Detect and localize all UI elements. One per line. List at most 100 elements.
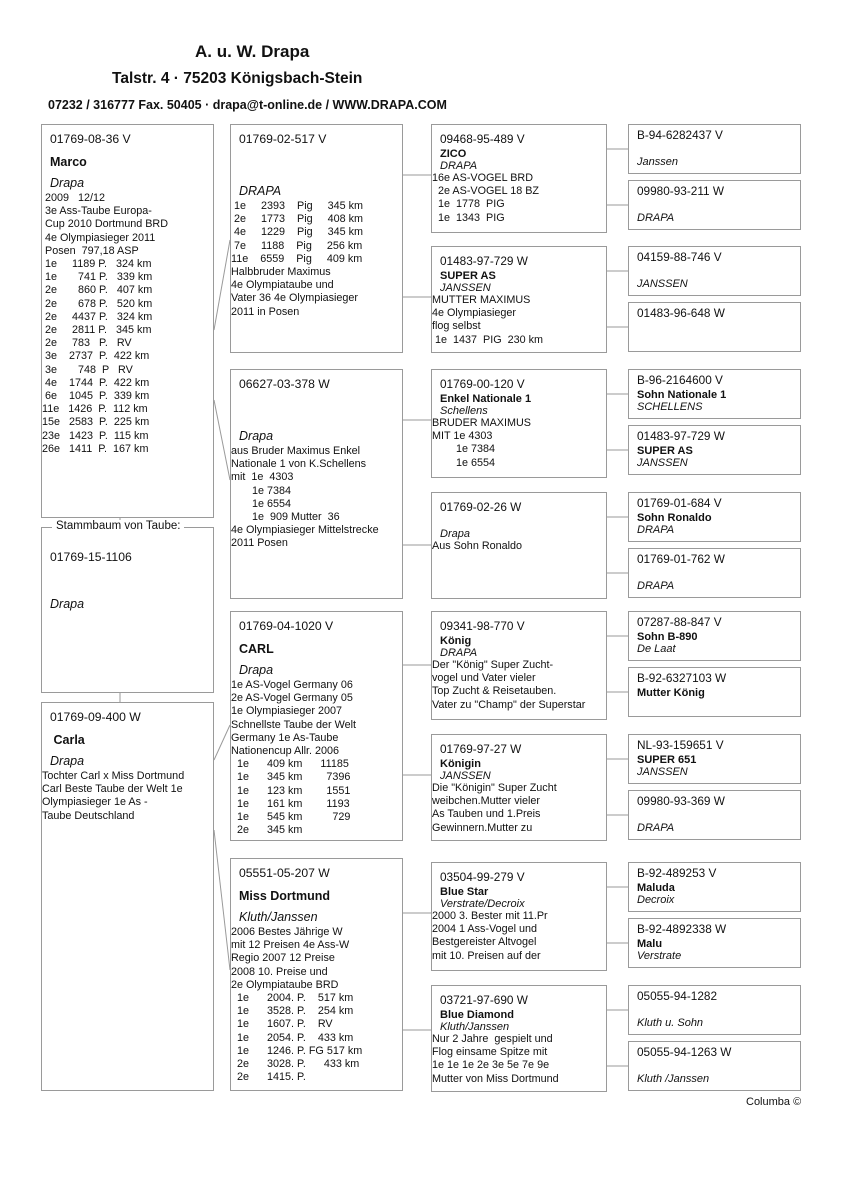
breeder-name: Drapa — [239, 663, 274, 677]
achievement-line: 2011 in Posen — [231, 305, 300, 318]
achievement-line: Nur 2 Jahre gespielt und — [432, 1033, 553, 1045]
pigeon-name: Blue Diamond — [440, 1009, 514, 1021]
pigeon-name: Miss Dortmund — [239, 889, 330, 903]
ring-number: B-94-6282437 V — [637, 128, 723, 142]
pigeon-name — [629, 1059, 800, 1073]
pigeon-name — [629, 320, 800, 334]
achievement-line: Cup 2010 Dortmund BRD — [42, 218, 169, 231]
achievement-line: 2e 3028. P. 433 km — [231, 1058, 360, 1071]
achievement-line: 7e 1188 Pig 256 km — [231, 239, 363, 252]
achievement-line: weibchen.Mutter vieler — [432, 795, 541, 808]
great-great-grandparent-box: 01769-01-684 V Sohn Ronaldo DRAPA — [628, 492, 801, 542]
breeder-name: JANSSEN — [637, 457, 688, 469]
great-great-grandparent-box: 09980-93-369 W DRAPA — [628, 790, 801, 840]
achievement-line: 1e 1189 P. 324 km — [42, 258, 152, 271]
achievement-line: 1e 909 Mutter 36 — [231, 511, 340, 524]
achievement-line: 4e Olympiasieger — [432, 307, 517, 320]
achievement-line: Tochter Carl x Miss Dortmund — [42, 770, 185, 782]
achievement-line: mit 1e 4303 — [231, 471, 294, 484]
pigeon-name — [231, 146, 402, 178]
connector-line — [213, 399, 231, 481]
breeder-name: Drapa — [239, 429, 274, 443]
dam-box: 01769-09-400 W Carla Drapa Tochter Carl x … — [41, 702, 214, 1091]
achievement-line: 11e 6559 Pig 409 km — [231, 252, 363, 265]
pigeon-name: Malu — [637, 938, 663, 950]
breeder-name: Kluth /Janssen — [637, 1073, 710, 1085]
great-great-grandparent-box: B-92-6327103 W Mutter König — [628, 667, 801, 717]
achievement-line: Posen 797,18 ASP — [42, 244, 139, 257]
achievement-line: 2e 860 P. 407 km — [42, 284, 153, 297]
connector-line — [213, 724, 231, 761]
achievement-line: flog selbst — [432, 320, 481, 333]
pigeon-name: Marco — [50, 155, 87, 169]
achievement-line: Nationale 1 von K.Schellens — [231, 458, 367, 471]
pigeon-name — [629, 142, 800, 156]
ring-number: 01769-02-517 V — [239, 132, 327, 146]
achievement-line: 1e 409 km 11185 — [231, 758, 349, 771]
achievement-line: Aus Sohn Ronaldo — [432, 540, 523, 552]
ring-number: 07287-88-847 V — [637, 615, 722, 629]
achievement-line: 4e 1744 P. 422 km — [42, 376, 150, 389]
achievement-line: Halbbruder Maximus — [231, 266, 331, 279]
ring-number: 01483-96-648 W — [637, 306, 725, 320]
pigeon-name: Mutter König — [637, 687, 705, 699]
breeder-name: JANSSEN — [440, 770, 491, 782]
grandparent-box: 06627-03-378 W Drapa aus Bruder Maximus En… — [230, 369, 403, 599]
achievement-line: 1e 2054. P. 433 km — [231, 1031, 354, 1044]
achievement-line: 1e 1437 PIG 230 km — [432, 333, 544, 346]
ring-number: 01769-02-26 W — [440, 500, 522, 514]
ring-number: 01769-00-120 V — [440, 377, 525, 391]
pigeon-name: Enkel Nationale 1 — [440, 393, 532, 405]
ring-number: 01769-01-684 V — [637, 496, 722, 510]
breeder-name: Drapa — [50, 176, 85, 190]
breeder-contact: 07232 / 316777 Fax. 50405 · drapa@t-onli… — [48, 98, 447, 112]
achievement-line: 2e AS-Vogel Germany 05 — [231, 692, 353, 705]
pigeon-name: SUPER AS — [637, 445, 693, 457]
achievement-line: 1e 545 km 729 — [231, 811, 351, 824]
great-grandparent-box: 01769-97-27 W Königin JANSSEN Die "Königin"… — [431, 734, 607, 841]
breeder-name: De Laat — [637, 643, 676, 655]
ring-number: 09468-95-489 V — [440, 132, 525, 146]
achievement-line: Carl Beste Taube der Welt 1e — [42, 783, 183, 796]
breeder-name: JANSSEN — [637, 766, 688, 778]
great-grandparent-box: 03504-99-279 V Blue Star Verstrate/Decroix… — [431, 862, 607, 971]
ring-number: 01769-15-1106 — [50, 550, 132, 564]
achievement-line: 2000 3. Bester mit 11.Pr — [432, 910, 548, 922]
achievement-line: 1e 1246. P. FG 517 km — [231, 1044, 363, 1057]
achievement-line: 2e 783 P. RV — [42, 337, 132, 350]
achievement-line: Taube Deutschland — [42, 809, 135, 822]
breeder-name: Drapa — [50, 597, 85, 611]
achievement-line: Vater 36 4e Olympiasieger — [231, 292, 359, 305]
great-great-grandparent-box: 01769-01-762 W DRAPA — [628, 548, 801, 598]
pigeon-name: SUPER 651 — [637, 754, 697, 766]
pigeon-name — [42, 564, 213, 591]
pigeon-name — [629, 264, 800, 278]
pigeon-name: ZICO — [440, 148, 467, 160]
achievement-line: 1e 2393 Pig 345 km — [231, 200, 364, 212]
ring-number: 01769-01-762 W — [637, 552, 725, 566]
achievement-line: 1e 2004. P. 517 km — [231, 992, 354, 1005]
achievement-line: Die "Königin" Super Zucht — [432, 782, 557, 794]
achievement-line: vogel und Vater vieler — [432, 672, 536, 685]
achievement-line: 2011 Posen — [231, 537, 288, 550]
achievement-line: Germany 1e As-Taube — [231, 731, 339, 744]
achievement-line: Bestgereister Altvogel — [432, 936, 537, 949]
achievement-line: 1e 6554 — [432, 456, 496, 469]
ring-number: 01769-08-36 V — [50, 132, 131, 146]
great-grandparent-box: 03721-97-690 W Blue Diamond Kluth/Janssen N… — [431, 985, 607, 1092]
great-grandparent-box: 09341-98-770 V König DRAPA Der "König" Supe… — [431, 611, 607, 720]
ring-number: 09980-93-369 W — [637, 794, 725, 808]
achievement-line: MIT 1e 4303 — [432, 430, 493, 443]
pigeon-name: Sohn Ronaldo — [637, 512, 712, 524]
achievement-line: 2e 345 km — [231, 824, 303, 837]
achievement-line: 1e 1e 1e 2e 3e 5e 7e 9e — [432, 1059, 550, 1072]
ring-number: 03504-99-279 V — [440, 870, 525, 884]
achievement-line: mit 12 Preisen 4e Ass-W — [231, 939, 350, 952]
ring-number: 05551-05-207 W — [239, 866, 330, 880]
ring-number: 09341-98-770 V — [440, 619, 525, 633]
breeder-name: Janssen — [637, 156, 678, 168]
achievement-line: 1e 6554 — [231, 497, 292, 510]
achievement-line: Vater zu "Champ" der Superstar — [432, 698, 586, 711]
